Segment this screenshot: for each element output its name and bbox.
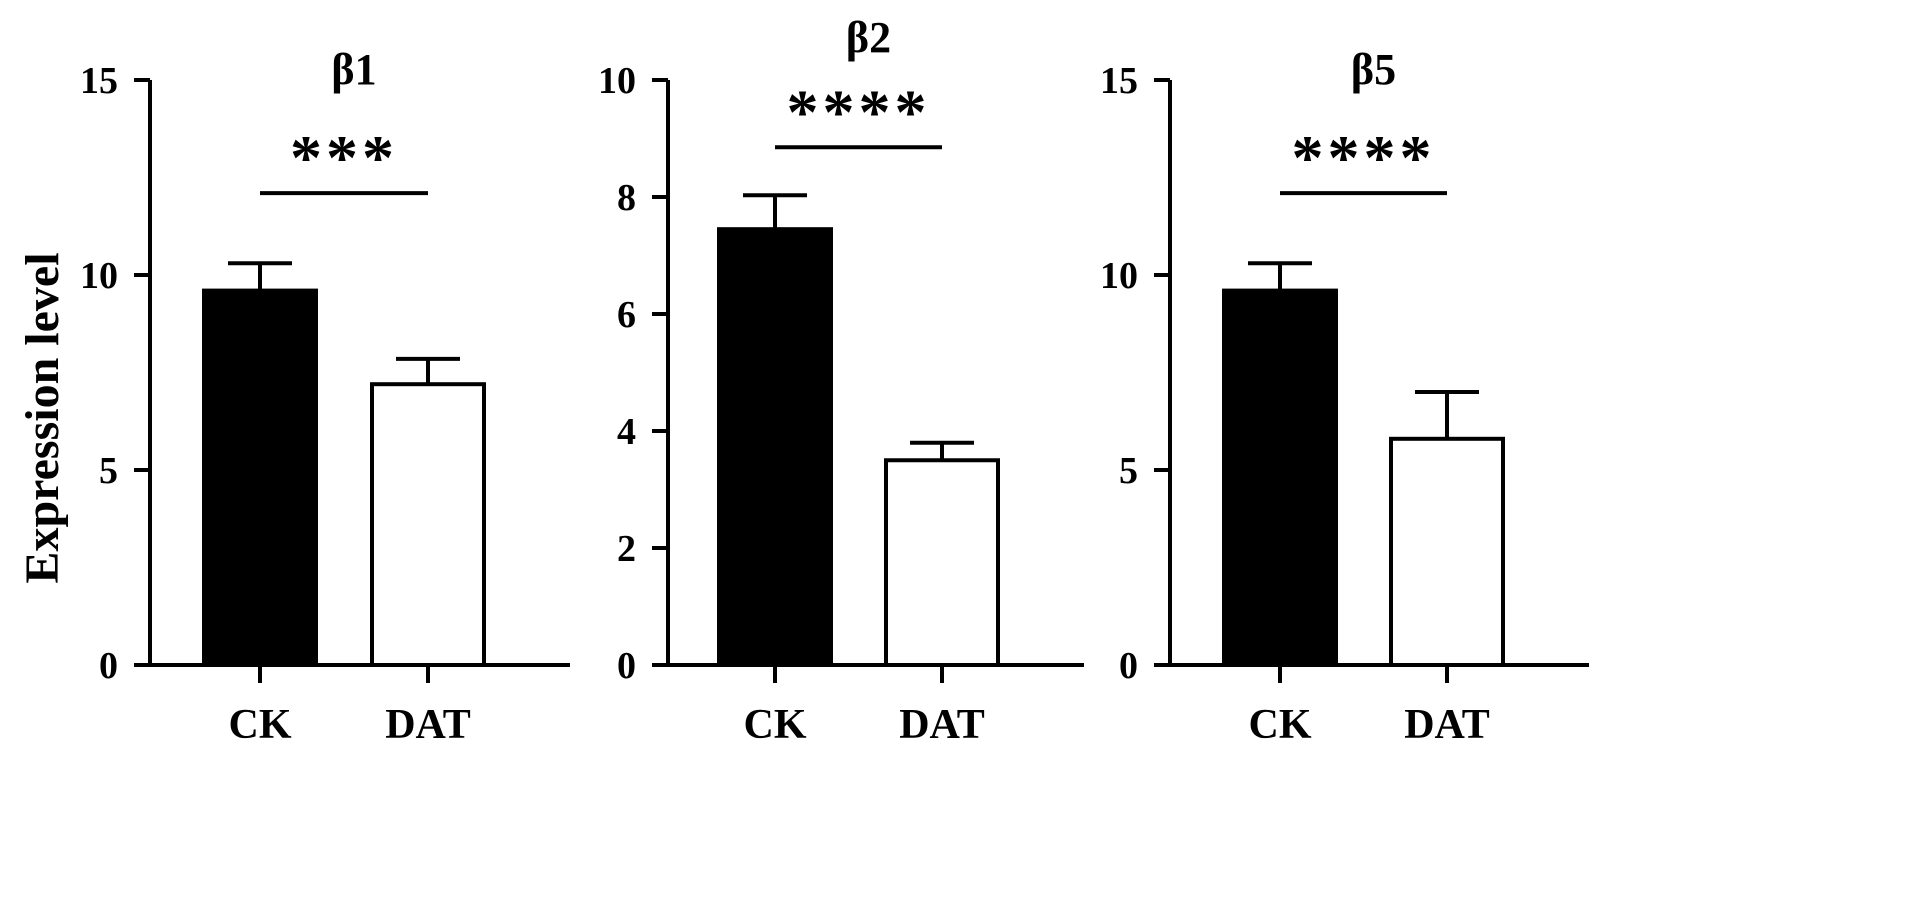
- y-tick-label: 5: [99, 450, 118, 492]
- panel-title: β1: [331, 45, 376, 94]
- y-tick-label: 15: [80, 60, 118, 102]
- chart-panel-2: 0 2 4 6 8 10 CK DAT **** β2: [598, 13, 1084, 748]
- y-tick-label: 8: [617, 177, 636, 219]
- y-tick-label: 6: [617, 294, 636, 336]
- bar-dat: [884, 458, 1000, 667]
- panel-title: β5: [1351, 45, 1396, 94]
- chart-panels: 0 5 10 15 CK DAT *** β1 0 2 4 6 8 10 CK DAT **** β2 0 5 10 15…: [80, 13, 1589, 748]
- y-tick-label: 4: [617, 411, 636, 453]
- bar-dat: [370, 382, 486, 667]
- bar-ck: [1222, 288, 1338, 667]
- x-tick-label: DAT: [385, 702, 471, 748]
- x-tick-label: CK: [229, 702, 292, 748]
- y-tick-label: 0: [617, 645, 636, 687]
- y-tick-label: 10: [80, 255, 118, 297]
- y-tick-label: 15: [1100, 60, 1138, 102]
- y-tick-label: 0: [99, 645, 118, 687]
- chart-panel-3: 0 5 10 15 CK DAT **** β5: [1100, 45, 1589, 748]
- panel-title: β2: [846, 13, 891, 62]
- bar-ck: [202, 288, 318, 667]
- x-tick-label: CK: [1249, 702, 1312, 748]
- bar-ck: [717, 227, 833, 668]
- y-tick-label: 10: [598, 60, 636, 102]
- y-tick-label: 2: [617, 528, 636, 570]
- significance-label: ****: [1292, 122, 1436, 193]
- y-tick-label: 0: [1119, 645, 1138, 687]
- x-tick-label: CK: [744, 702, 807, 748]
- y-tick-label: 5: [1119, 450, 1138, 492]
- significance-label: ***: [290, 122, 398, 193]
- y-tick-label: 10: [1100, 255, 1138, 297]
- significance-label: ****: [787, 76, 931, 147]
- x-tick-label: DAT: [899, 702, 985, 748]
- chart-panel-1: 0 5 10 15 CK DAT *** β1: [80, 45, 570, 748]
- x-tick-label: DAT: [1404, 702, 1490, 748]
- bar-dat: [1389, 436, 1505, 667]
- y-axis-label: Expression level: [16, 252, 69, 583]
